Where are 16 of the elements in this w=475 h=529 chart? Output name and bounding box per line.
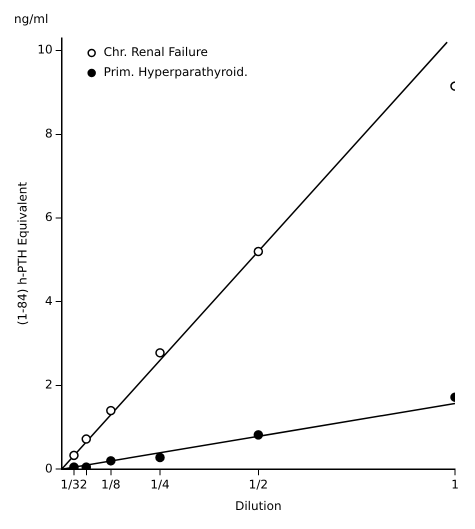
y-tick-label: 0 — [45, 461, 53, 476]
x-tick-label: 1/32 — [60, 478, 88, 492]
text: ng/ml — [14, 12, 48, 26]
x-tick-label: 1/2 — [248, 478, 268, 492]
y-tick-label: 4 — [45, 294, 53, 308]
y-tick-label: 8 — [45, 126, 53, 140]
x-tick-label: 1 — [451, 478, 459, 492]
y-tick-label: 10 — [37, 42, 53, 57]
y-tick-label: 6 — [45, 210, 53, 224]
legend-label: Prim. Hyperparathyroid. — [104, 65, 248, 80]
y-axis-title: (1-84) h-PTH Equivalent — [15, 182, 30, 326]
x-tick-label: 1/8 — [101, 478, 120, 492]
y-tick-label: 2 — [45, 378, 53, 392]
x-tick-label: 1/4 — [150, 478, 170, 492]
x-axis-title: Dilution — [235, 498, 282, 513]
legend-label: Chr. Renal Failure — [104, 45, 208, 60]
